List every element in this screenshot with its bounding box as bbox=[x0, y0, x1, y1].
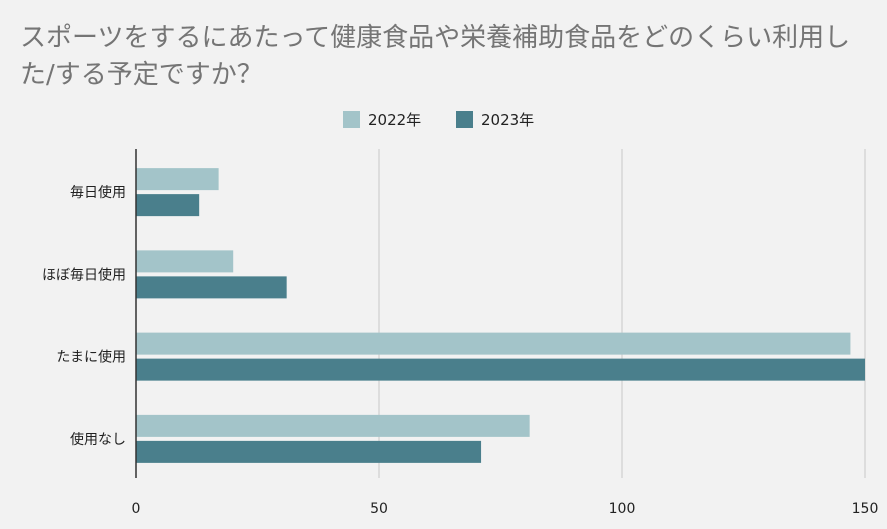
bar-2022年-たまに使用 bbox=[136, 332, 851, 355]
y-category-label: ほぼ毎日使用 bbox=[42, 266, 126, 283]
x-tick-label-100: 100 bbox=[609, 501, 636, 517]
legend-label-2023: 2023年 bbox=[481, 111, 535, 129]
bar-2022年-毎日使用 bbox=[136, 168, 219, 191]
legend-item-2023: 2023年 bbox=[456, 109, 534, 130]
y-category-label: たまに使用 bbox=[56, 349, 126, 366]
chart-legend: 2022年 2023年 bbox=[0, 109, 887, 131]
bar-2022年-ほぼ毎日使用 bbox=[136, 250, 234, 273]
legend-swatch-2022 bbox=[343, 111, 360, 128]
x-tick-label-50: 50 bbox=[370, 501, 388, 517]
y-category-label: 毎日使用 bbox=[70, 184, 126, 201]
chart-title: スポーツをするにあたって健康食品や栄養補助食品をどのくらい利用した/する予定です… bbox=[20, 23, 851, 90]
legend-swatch-2023 bbox=[456, 111, 473, 128]
bar-2023年-たまに使用 bbox=[136, 358, 865, 381]
legend-item-2022: 2022年 bbox=[343, 109, 421, 130]
bar-2023年-使用なし bbox=[136, 440, 482, 463]
x-tick-label-150: 150 bbox=[852, 501, 879, 517]
bar-2023年-毎日使用 bbox=[136, 194, 200, 217]
bar-2022年-使用なし bbox=[136, 414, 530, 437]
legend-label-2022: 2022年 bbox=[368, 111, 422, 129]
x-tick-label-0: 0 bbox=[132, 501, 141, 517]
y-category-label: 使用なし bbox=[70, 431, 126, 448]
bar-2023年-ほぼ毎日使用 bbox=[136, 276, 287, 299]
